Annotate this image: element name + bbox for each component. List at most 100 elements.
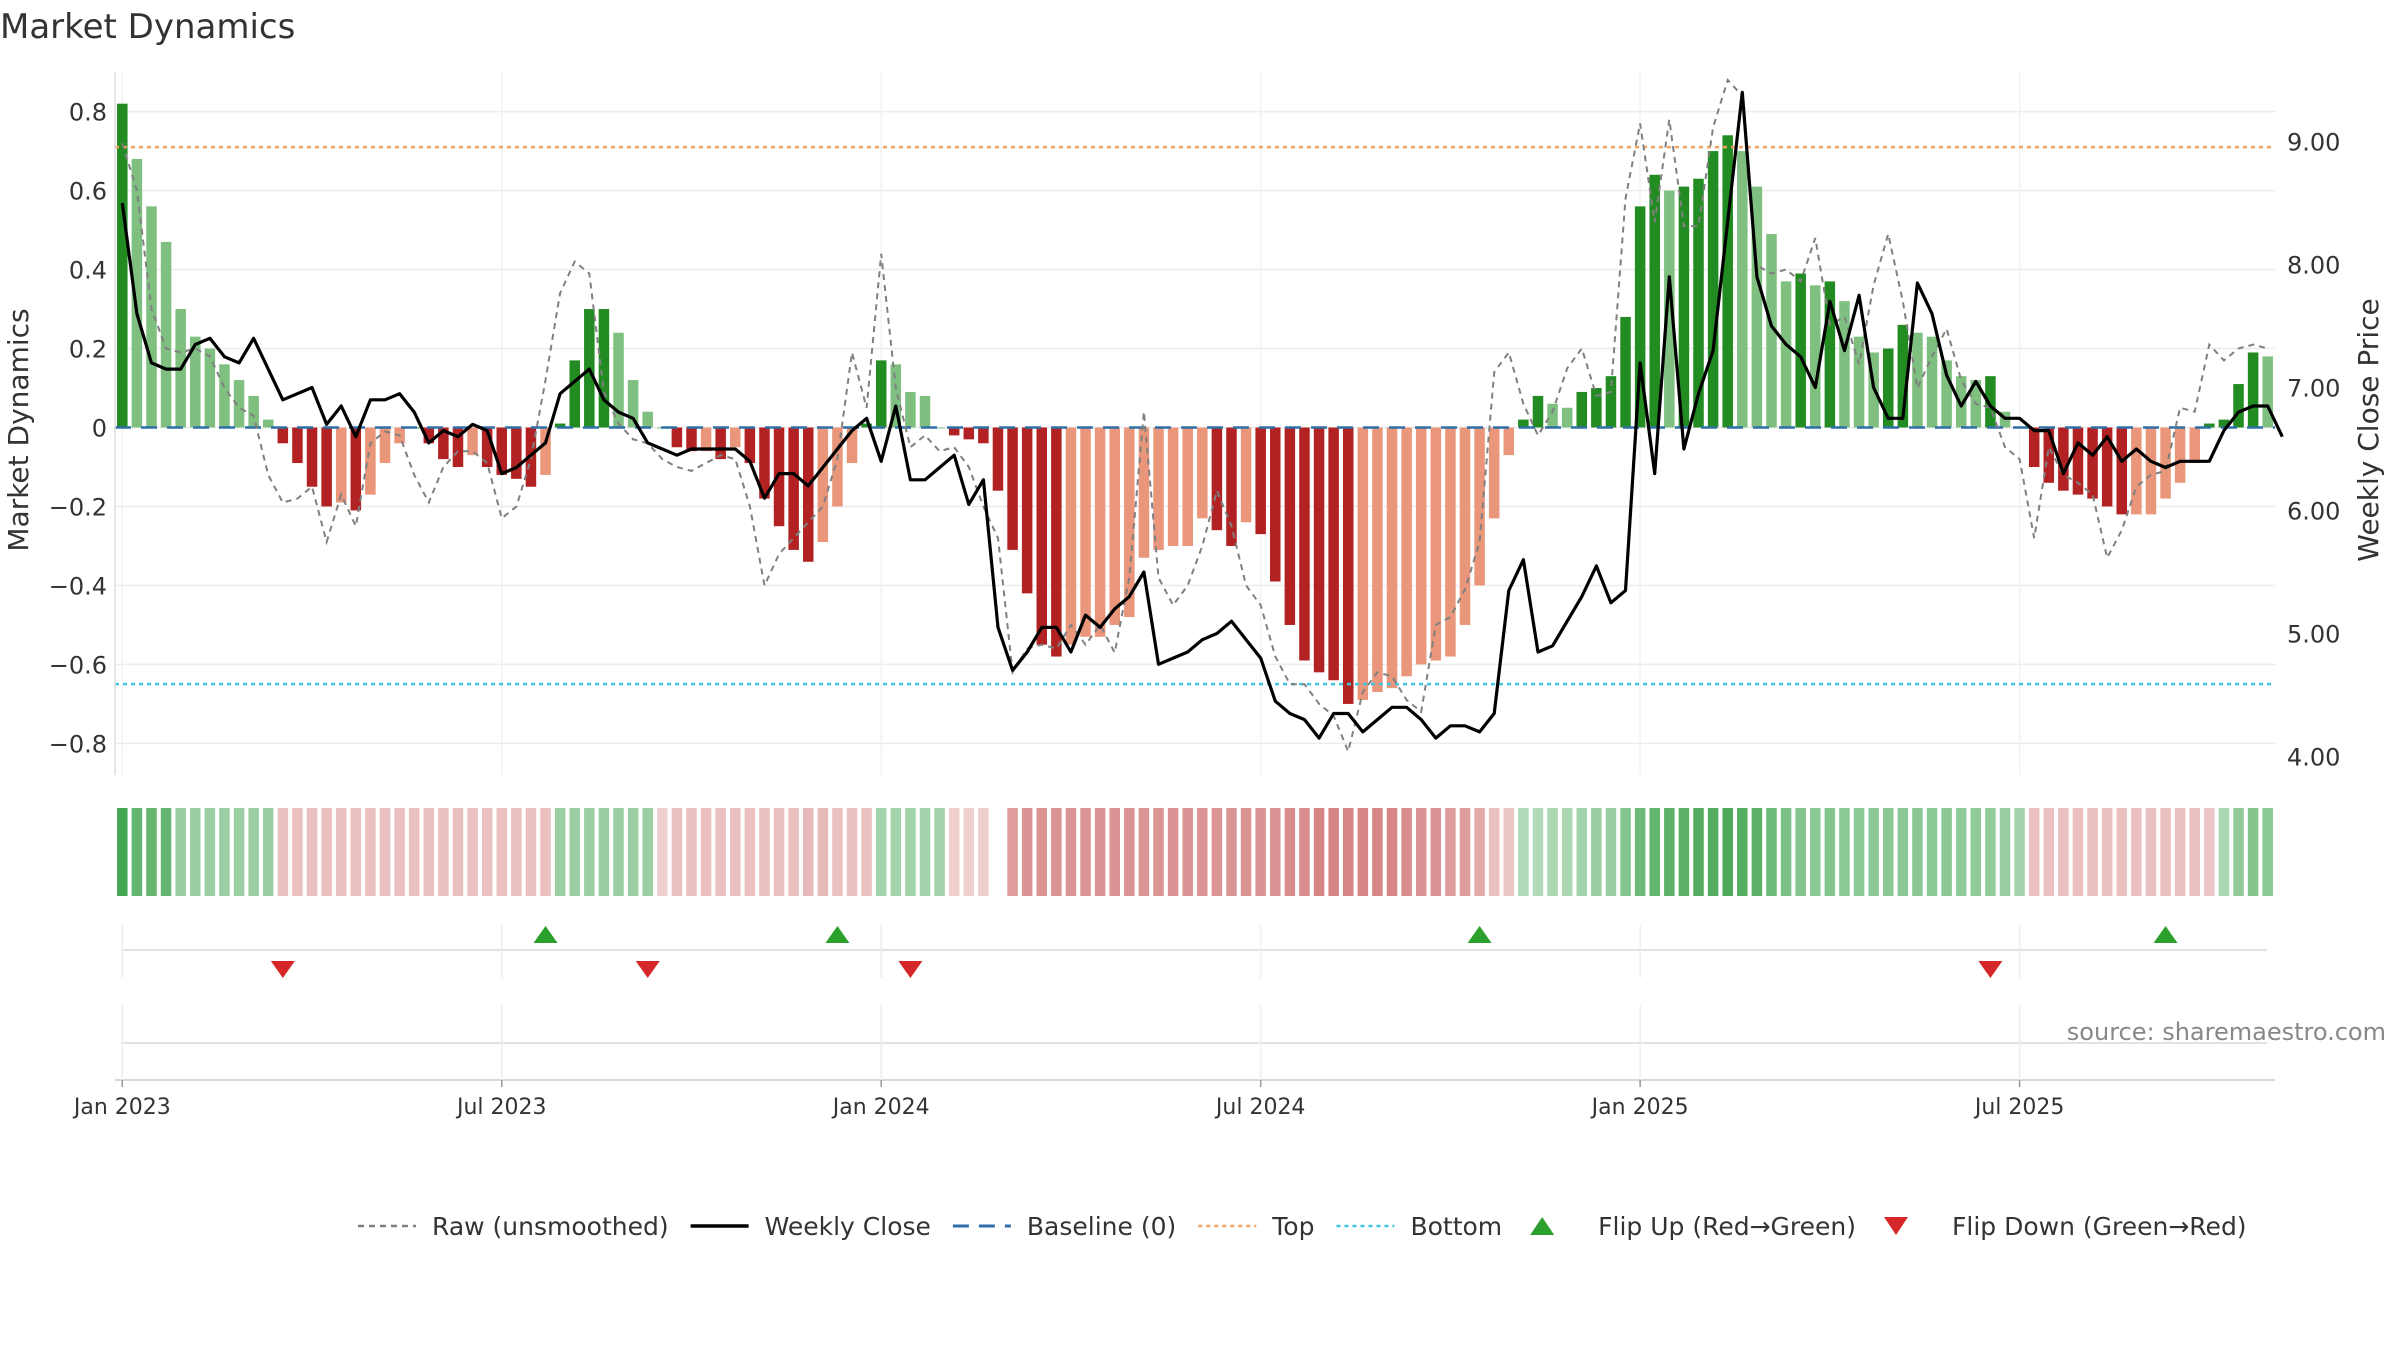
regime-cell	[1386, 808, 1398, 896]
y-right-tick-label: 6.00	[2287, 498, 2340, 526]
flip-down-marker	[1978, 961, 2003, 978]
regime-cell	[1926, 808, 1938, 896]
dynamics-bar	[1094, 427, 1106, 637]
regime-cell	[1211, 808, 1223, 896]
dynamics-bar	[1605, 376, 1617, 428]
dynamics-bar	[1810, 285, 1821, 428]
dynamics-bar	[773, 427, 785, 527]
dynamics-bar	[467, 427, 478, 456]
dynamics-bar	[1255, 427, 1266, 535]
source-watermark: source: sharemaestro.com	[2067, 1018, 2386, 1046]
regime-cell	[1766, 808, 1777, 896]
dynamics-bar	[1926, 336, 1938, 428]
y-left-tick-label: 0.2	[69, 336, 107, 364]
regime-cell	[773, 808, 785, 896]
regime-cell	[2101, 808, 2113, 896]
regime-cell	[306, 808, 318, 896]
regime-cell	[2189, 808, 2200, 896]
regime-cell	[1561, 808, 1573, 896]
regime-cell	[1605, 808, 1617, 896]
regime-cell	[934, 808, 945, 896]
regime-cell	[1576, 808, 1588, 896]
dynamics-bar	[204, 348, 216, 428]
dynamics-bar	[2043, 427, 2055, 483]
regime-cell	[1839, 808, 1850, 896]
dynamics-bar	[2131, 427, 2142, 515]
flip-up-marker	[2153, 926, 2178, 943]
legend-label: Flip Up (Red→Green)	[1598, 1212, 1856, 1241]
dynamics-bar	[1270, 427, 1281, 582]
dynamics-bar	[948, 427, 960, 436]
chart-title: Market Dynamics	[0, 7, 295, 47]
dynamics-bar	[1737, 151, 1748, 428]
regime-cell	[131, 808, 143, 896]
regime-cell	[438, 808, 449, 896]
dynamics-bar	[554, 423, 566, 428]
regime-cell	[2028, 808, 2040, 896]
legend-item: Flip Down (Green→Red)	[1884, 1212, 2247, 1241]
regime-cell	[1664, 808, 1675, 896]
dynamics-bar	[1197, 427, 1208, 519]
regime-cell	[1882, 808, 1894, 896]
dynamics-bar	[1693, 178, 1704, 428]
dynamics-bar	[379, 427, 391, 464]
dynamics-bar	[2160, 427, 2171, 499]
dynamics-bar	[890, 364, 902, 428]
regime-cell	[277, 808, 289, 896]
dynamics-bar	[511, 427, 522, 479]
dynamics-bar	[1445, 427, 1456, 657]
regime-cell	[175, 808, 186, 896]
regime-cell	[2145, 808, 2157, 896]
dynamics-bar	[1897, 324, 1909, 428]
legend-swatch-flip-up	[1530, 1217, 1555, 1235]
regime-cell	[1722, 808, 1733, 896]
regime-cell	[598, 808, 610, 896]
dynamics-bar	[219, 364, 230, 428]
dynamics-bar	[1124, 427, 1135, 618]
regime-cell	[657, 808, 668, 896]
legend: Raw (unsmoothed) Weekly Close Baseline (0)…	[358, 1212, 2247, 1241]
legend-item: Raw (unsmoothed)	[358, 1212, 669, 1241]
regime-cell	[919, 808, 931, 896]
regime-cell	[671, 808, 683, 896]
dynamics-bar	[233, 380, 245, 428]
dynamics-bar	[817, 427, 829, 543]
x-tick-label: Jan 2023	[72, 1095, 171, 1120]
dynamics-bar	[788, 427, 799, 550]
regime-cell	[1080, 808, 1091, 896]
regime-cell	[1109, 808, 1120, 896]
dynamics-bar	[262, 419, 274, 428]
regime-cell	[233, 808, 245, 896]
regime-cell	[1518, 808, 1529, 896]
regime-cell	[905, 808, 916, 896]
y-right-tick-label: 5.00	[2287, 621, 2340, 649]
dynamics-bar	[2145, 427, 2157, 515]
regime-cell	[394, 808, 405, 896]
dynamics-bar	[438, 427, 449, 460]
regime-cell	[1474, 808, 1485, 896]
regime-cell	[1591, 808, 1602, 896]
dynamics-bar	[1561, 407, 1573, 428]
dynamics-bar	[1678, 186, 1690, 428]
regime-cell	[2160, 808, 2171, 896]
y-right-tick-label: 9.00	[2287, 129, 2340, 157]
regime-cell	[2043, 808, 2055, 896]
dynamics-bar	[642, 411, 653, 428]
dynamics-bar	[1313, 427, 1325, 673]
y-axis-left-label: Market Dynamics	[2, 308, 35, 551]
dynamics-bar	[1182, 427, 1193, 546]
regime-cell	[1737, 808, 1748, 896]
dynamics-bar	[2174, 427, 2186, 483]
regime-cell	[2072, 808, 2084, 896]
dynamics-bar	[1284, 427, 1296, 625]
dynamics-bar	[1080, 427, 1091, 637]
regime-cell	[802, 808, 814, 896]
dynamics-bar	[2087, 427, 2098, 499]
dynamics-bar	[306, 427, 318, 487]
dynamics-bar	[1955, 376, 1967, 428]
regime-cell	[817, 808, 829, 896]
regime-cell	[350, 808, 362, 896]
regime-cell	[2058, 808, 2069, 896]
